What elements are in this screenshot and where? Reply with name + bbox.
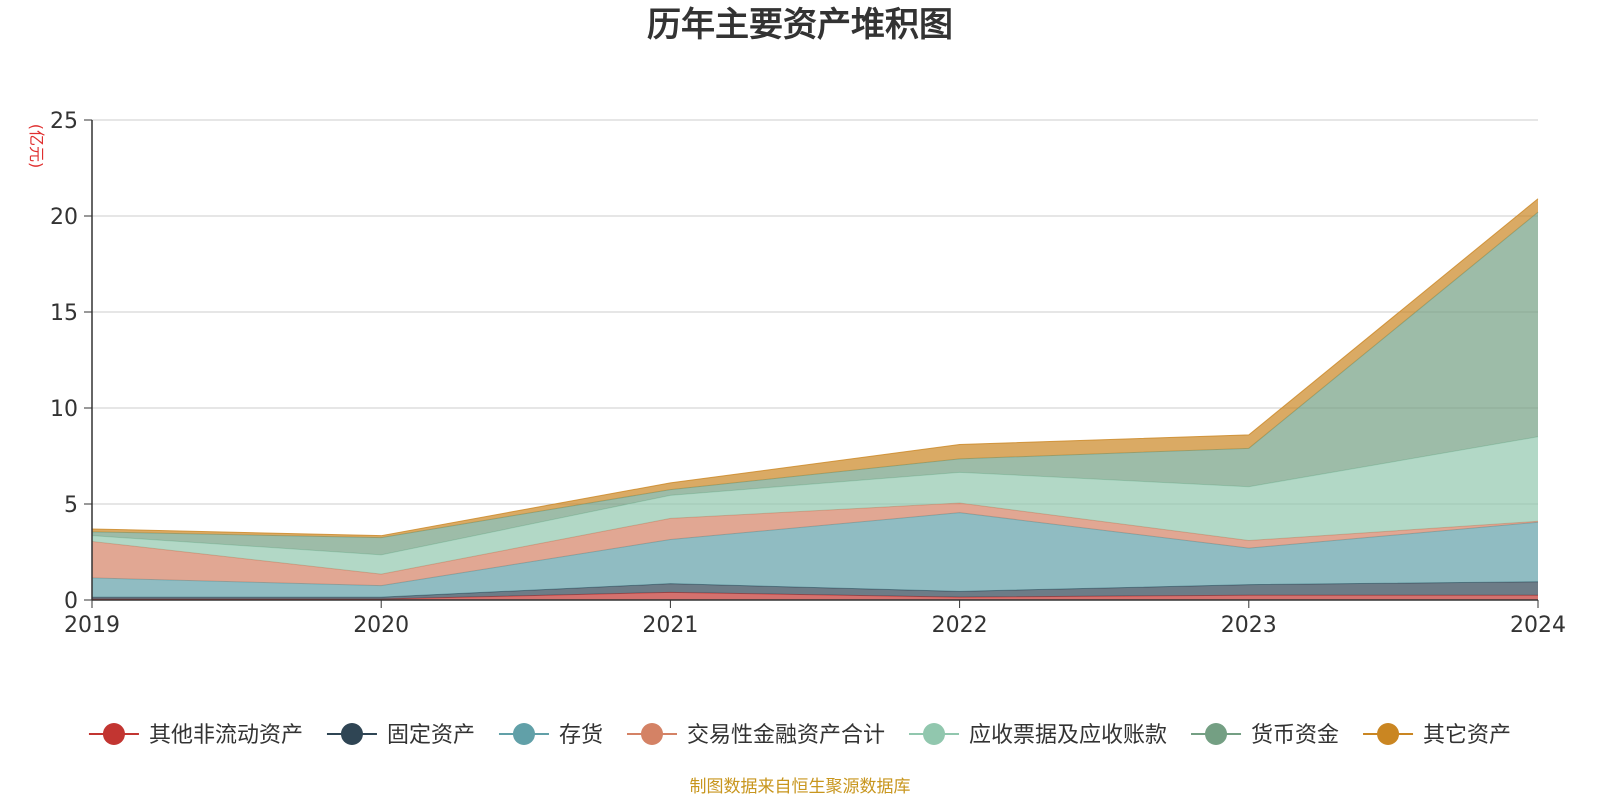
area-6 (92, 198, 1538, 538)
legend-item-4: 应收票据及应收账款 (909, 723, 1167, 748)
area-4 (92, 436, 1538, 575)
area-3 (92, 503, 1538, 586)
x-tick-label-2019: 2019 (64, 613, 120, 638)
x-tick-label-2024: 2024 (1510, 613, 1566, 638)
legend-label-5: 货币资金 (1251, 723, 1339, 748)
x-tick-label-2020: 2020 (353, 613, 409, 638)
legend-marker-4 (923, 723, 946, 745)
axes: 0 5 10 15 20 25 2019 2020 2021 2022 2023 2024 (50, 109, 1566, 638)
legend-label-6: 其它资产 (1423, 723, 1511, 748)
area-2 (92, 512, 1538, 598)
series-line-6 (91, 198, 1539, 537)
x-tick-label-2022: 2022 (932, 613, 988, 638)
area-0 (92, 592, 1538, 600)
legend: 其他非流动资产 固定资产 存货 交易性金融资产合计 应收票据及应收账款 货币资金 其它资产 (88, 723, 1511, 748)
legend-marker-5 (1205, 723, 1228, 745)
legend-marker-2 (512, 723, 535, 745)
legend-item-3: 交易性金融资产合计 (626, 723, 885, 748)
legend-item-6: 其它资产 (1363, 723, 1511, 748)
legend-label-2: 存货 (559, 723, 603, 748)
y-tick-label-5: 5 (64, 493, 78, 518)
y-tick-label-20: 20 (50, 205, 78, 230)
area-1 (92, 581, 1538, 600)
legend-marker-0 (102, 723, 125, 745)
legend-marker-1 (340, 723, 363, 745)
legend-item-2: 存货 (498, 723, 603, 748)
y-tick-label-0: 0 (64, 589, 78, 614)
y-tick-label-10: 10 (50, 397, 78, 422)
x-tick-label-2023: 2023 (1221, 613, 1277, 638)
y-tick-label-25: 25 (50, 109, 78, 134)
legend-item-0: 其他非流动资产 (88, 723, 303, 748)
x-tick-label-2021: 2021 (642, 613, 698, 638)
chart-title: 历年主要资产堆积图 (647, 5, 953, 45)
area-5 (92, 212, 1538, 555)
area-series-layer (91, 198, 1539, 600)
legend-item-1: 固定资产 (326, 723, 475, 748)
y-tick-label-15: 15 (50, 301, 78, 326)
legend-label-4: 应收票据及应收账款 (969, 723, 1167, 748)
y-axis-unit-label: (亿元) (27, 124, 46, 169)
data-source-note: 制图数据来自恒生聚源数据库 (690, 777, 911, 797)
legend-label-0: 其他非流动资产 (149, 723, 303, 748)
legend-label-1: 固定资产 (387, 723, 475, 748)
legend-marker-3 (640, 723, 663, 745)
legend-item-5: 货币资金 (1191, 723, 1339, 748)
legend-label-3: 交易性金融资产合计 (687, 723, 885, 748)
legend-marker-6 (1377, 723, 1400, 745)
